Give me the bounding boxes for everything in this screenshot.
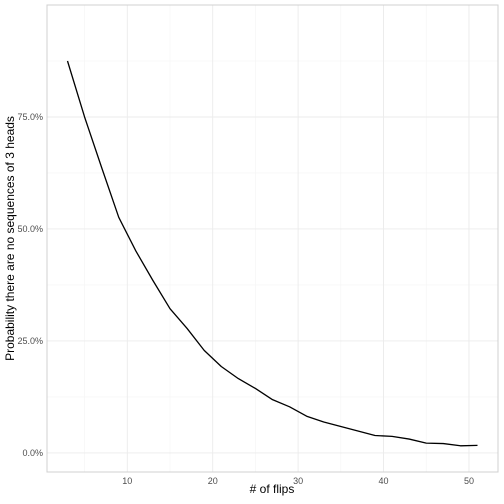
y-tick-label: 75.0% xyxy=(17,112,43,122)
y-axis-ticks: 0.0% 25.0% 50.0% 75.0% xyxy=(17,112,43,458)
y-tick-label: 25.0% xyxy=(17,336,43,346)
x-tick-label: 20 xyxy=(208,476,218,486)
x-tick-label: 10 xyxy=(122,476,132,486)
x-tick-label: 50 xyxy=(464,476,474,486)
grid-lines xyxy=(47,5,498,472)
y-tick-label: 50.0% xyxy=(17,224,43,234)
data-line xyxy=(66,60,478,447)
probability-line xyxy=(66,60,478,447)
x-axis-ticks: 10 20 30 40 50 xyxy=(122,476,474,486)
plot-panel-border xyxy=(46,4,499,473)
x-axis-title: # of flips xyxy=(250,482,295,496)
x-tick-label: 40 xyxy=(379,476,389,486)
x-tick-label: 30 xyxy=(293,476,303,486)
y-tick-label: 0.0% xyxy=(22,448,43,458)
y-axis-title: Probability there are no sequences of 3 … xyxy=(3,116,17,361)
